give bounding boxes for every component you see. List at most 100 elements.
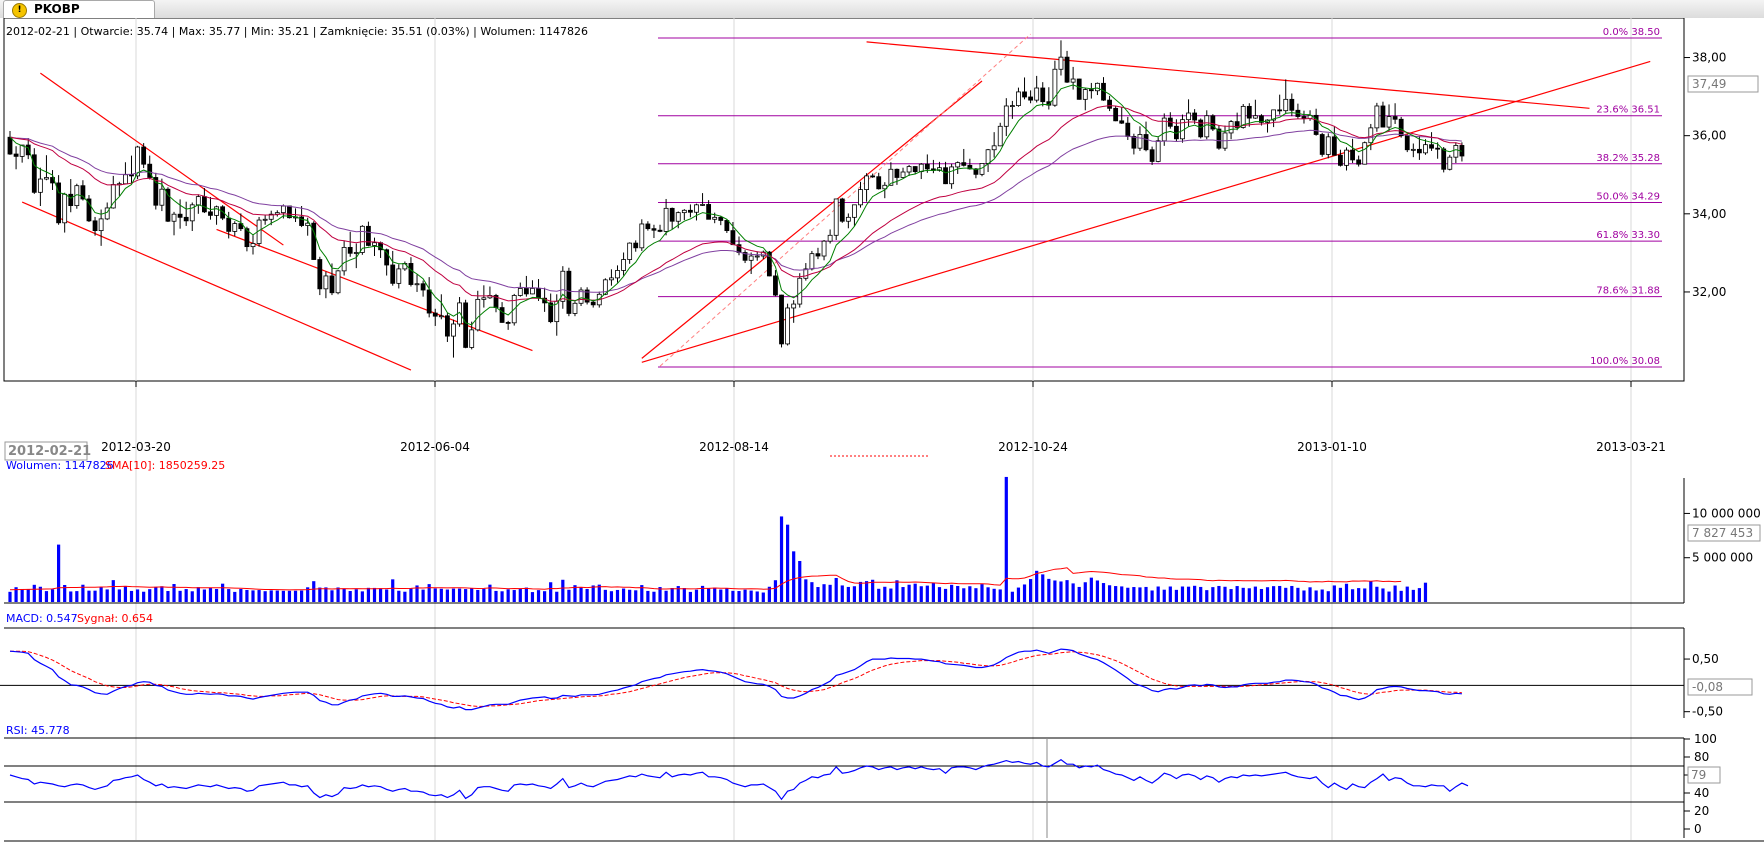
candle-down: [1289, 98, 1295, 111]
volume-bar: [99, 587, 103, 602]
candle-down: [153, 177, 159, 206]
candle-down: [499, 307, 505, 323]
volume-bar: [555, 591, 559, 602]
candle-down: [31, 154, 37, 193]
candle-up: [955, 162, 961, 168]
candle-down: [1246, 105, 1252, 119]
volume-bar: [287, 590, 292, 602]
tab-label: PKOBP: [34, 2, 80, 16]
candle-up: [609, 277, 614, 281]
candle-down: [536, 288, 541, 299]
candle-up: [985, 149, 991, 164]
candle-up: [353, 252, 359, 254]
volume-bar: [1387, 591, 1391, 602]
candle-up: [602, 279, 608, 295]
volume-bar: [585, 588, 589, 602]
volume-bar: [1423, 582, 1428, 602]
volume-legend: Wolumen: 1147826: [6, 459, 114, 472]
candle-up: [906, 166, 912, 173]
candle-up: [700, 204, 705, 206]
volume-bar: [1241, 587, 1245, 602]
candle-down: [1356, 159, 1362, 165]
volume-bar: [324, 587, 328, 602]
volume-bar: [877, 588, 881, 602]
candle-up: [250, 243, 256, 248]
volume-bar: [773, 580, 778, 602]
volume-bar: [591, 585, 595, 602]
volume-bar: [342, 588, 346, 602]
volume-bar: [1375, 586, 1379, 602]
volume-bar: [312, 581, 316, 602]
ema-mid-line: [9, 105, 1463, 302]
volume-bar: [8, 591, 12, 602]
fibonacci-retracement[interactable]: 0.0% 38.50 23.6% 36.51 38.2% 35.28 50.0% 34…: [658, 27, 1662, 368]
candle-up: [189, 204, 195, 222]
volume-bar: [1035, 570, 1039, 602]
candle-up: [62, 193, 68, 224]
volume-bar: [682, 588, 686, 602]
volume-bar: [1107, 585, 1112, 602]
volume-bar: [931, 582, 935, 602]
volume-bar: [840, 585, 844, 602]
price-tick-label: 32,00: [1692, 285, 1726, 299]
volume-bar: [1369, 581, 1373, 602]
candle-up: [639, 223, 645, 249]
volume-bar: [123, 586, 128, 602]
date-tick-label: 2012-06-04: [400, 440, 470, 454]
stock-chart[interactable]: 38,00 36,00 34,00 32,00 2012-03-20 2012-06-0…: [0, 18, 1764, 842]
candle-down: [1301, 116, 1307, 119]
candle-down: [201, 196, 207, 213]
fib-level-label: 61.8% 33.30: [1596, 230, 1660, 241]
candle-down: [1210, 115, 1216, 130]
candle-down: [177, 213, 183, 218]
fib-level-label: 23.6% 36.51: [1596, 105, 1660, 116]
candle-down: [1234, 121, 1240, 128]
trendline: [40, 72, 284, 246]
macd-legend: MACD: 0.547: [6, 612, 78, 625]
volume-bar: [798, 560, 802, 602]
candle-up: [262, 218, 268, 221]
candle-up: [681, 209, 687, 214]
candle-up: [1374, 105, 1380, 129]
candle-down: [523, 288, 529, 295]
tab-pkobp[interactable]: ! PKOBP: [3, 0, 155, 18]
volume-bar: [44, 591, 49, 602]
candle-down: [1216, 128, 1222, 149]
volume-bar: [652, 591, 656, 602]
volume-bar: [1211, 587, 1215, 602]
volume-bar: [1338, 587, 1343, 602]
candle-up: [335, 270, 341, 294]
candle-up: [803, 268, 809, 279]
volume-bar: [1350, 589, 1355, 602]
trendlines[interactable]: [21, 33, 1651, 371]
candle-down: [1313, 114, 1319, 135]
volume-bar: [318, 587, 322, 602]
volume-bar: [117, 589, 121, 602]
volume-bar: [196, 587, 200, 602]
rsi-tick-label: 0: [1694, 822, 1702, 836]
fib-level-label: 78.6% 31.88: [1596, 286, 1660, 297]
candle-up: [937, 167, 942, 171]
volume-bar: [901, 587, 905, 602]
volume-bar: [1120, 586, 1124, 602]
volume-bar: [688, 591, 692, 602]
volume-bar: [336, 587, 340, 602]
candle-up: [882, 184, 888, 190]
candle-down: [1404, 135, 1410, 151]
candle-down: [1149, 149, 1155, 162]
candle-up: [845, 216, 851, 222]
date-tick-label: 2012-08-14: [699, 440, 769, 454]
volume-bar: [998, 589, 1002, 602]
volume-bar: [950, 584, 954, 602]
candle-down: [141, 146, 147, 165]
candle-up: [372, 242, 377, 246]
volume-bar: [1144, 586, 1148, 602]
candle-down: [773, 275, 778, 296]
volume-bar: [749, 590, 753, 602]
volume-bar: [300, 590, 304, 602]
volume-bar: [1004, 476, 1008, 602]
volume-bar: [883, 586, 887, 602]
volume-bar: [549, 582, 553, 602]
volume-bar: [154, 586, 158, 602]
volume-bar: [816, 587, 820, 602]
